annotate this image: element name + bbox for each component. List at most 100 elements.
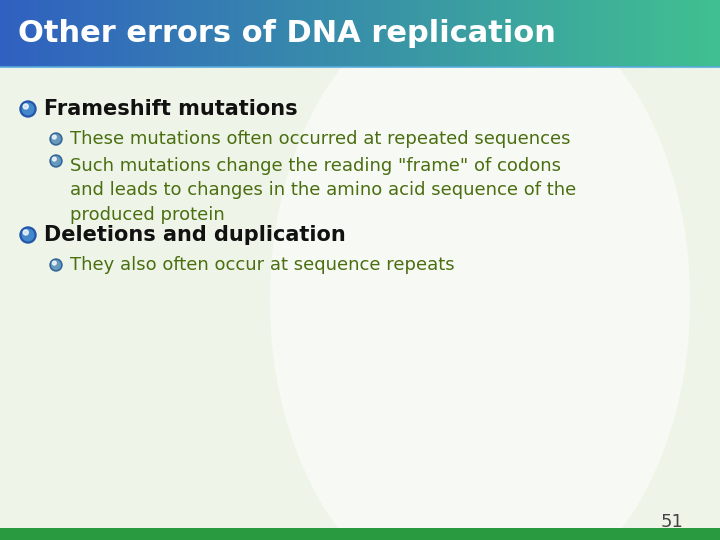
Bar	[577, 0, 580, 67]
Bar	[589, 0, 590, 67]
Bar	[679, 0, 680, 67]
Bar	[180, 0, 181, 67]
Bar	[425, 0, 426, 67]
Bar	[335, 0, 337, 67]
Bar	[40, 0, 42, 67]
Bar	[367, 0, 369, 67]
Bar	[371, 0, 373, 67]
Bar	[421, 0, 423, 67]
Bar	[428, 0, 431, 67]
Bar	[716, 0, 719, 67]
Bar	[297, 0, 299, 67]
Bar	[218, 0, 220, 67]
Bar	[308, 0, 310, 67]
Bar	[632, 0, 634, 67]
Bar	[169, 0, 171, 67]
Bar	[493, 0, 495, 67]
Bar	[42, 0, 43, 67]
Bar	[122, 0, 125, 67]
Bar	[490, 0, 491, 67]
Bar	[403, 0, 405, 67]
Bar	[540, 0, 541, 67]
Bar	[121, 0, 122, 67]
Bar	[416, 0, 418, 67]
Bar	[608, 0, 611, 67]
Bar	[553, 0, 554, 67]
Bar	[426, 0, 428, 67]
Bar	[423, 0, 425, 67]
Bar	[302, 0, 304, 67]
Bar	[563, 0, 565, 67]
Bar	[331, 0, 333, 67]
Bar	[140, 0, 142, 67]
Bar	[557, 0, 558, 67]
Bar	[697, 0, 698, 67]
Bar	[450, 0, 452, 67]
Bar	[365, 0, 367, 67]
Bar	[25, 0, 27, 67]
Bar	[707, 0, 709, 67]
Bar	[571, 0, 572, 67]
Bar	[503, 0, 504, 67]
Bar	[649, 0, 652, 67]
Bar	[380, 0, 382, 67]
Text: Such mutations change the reading "frame" of codons
and leads to changes in the : Such mutations change the reading "frame…	[70, 157, 576, 224]
Bar	[63, 0, 65, 67]
Bar	[616, 0, 618, 67]
Bar	[107, 0, 108, 67]
Bar	[289, 0, 292, 67]
Bar	[137, 0, 138, 67]
Circle shape	[23, 104, 28, 109]
Bar	[382, 0, 383, 67]
Bar	[222, 0, 223, 67]
Bar	[402, 0, 403, 67]
Bar	[317, 0, 319, 67]
Bar	[205, 0, 207, 67]
Bar	[277, 0, 279, 67]
Bar	[693, 0, 695, 67]
Bar	[518, 0, 521, 67]
Bar	[666, 0, 668, 67]
Bar	[138, 0, 140, 67]
Bar	[86, 0, 89, 67]
Bar	[261, 0, 263, 67]
Bar	[50, 0, 53, 67]
Text: Other errors of DNA replication: Other errors of DNA replication	[18, 19, 556, 48]
Bar	[292, 0, 294, 67]
Bar	[504, 0, 505, 67]
Bar	[0, 528, 720, 540]
Bar	[562, 0, 563, 67]
Bar	[433, 0, 436, 67]
Bar	[655, 0, 657, 67]
Bar	[517, 0, 518, 67]
Bar	[400, 0, 402, 67]
Bar	[6, 0, 7, 67]
Bar	[30, 0, 32, 67]
Circle shape	[53, 261, 56, 265]
Bar	[207, 0, 209, 67]
Bar	[212, 0, 215, 67]
Bar	[673, 0, 675, 67]
Bar	[359, 0, 360, 67]
Text: 51: 51	[660, 513, 683, 531]
Bar	[109, 0, 112, 67]
Bar	[351, 0, 353, 67]
Bar	[455, 0, 457, 67]
Bar	[202, 0, 204, 67]
Bar	[61, 0, 63, 67]
Bar	[644, 0, 647, 67]
Bar	[569, 0, 571, 67]
Bar	[668, 0, 670, 67]
Bar	[59, 0, 61, 67]
Bar	[333, 0, 335, 67]
Bar	[533, 0, 534, 67]
Bar	[11, 0, 13, 67]
Bar	[114, 0, 115, 67]
Bar	[256, 0, 258, 67]
Ellipse shape	[270, 0, 690, 540]
Bar	[383, 0, 385, 67]
Bar	[414, 0, 416, 67]
Bar	[117, 0, 119, 67]
Bar	[166, 0, 167, 67]
Bar	[706, 0, 707, 67]
